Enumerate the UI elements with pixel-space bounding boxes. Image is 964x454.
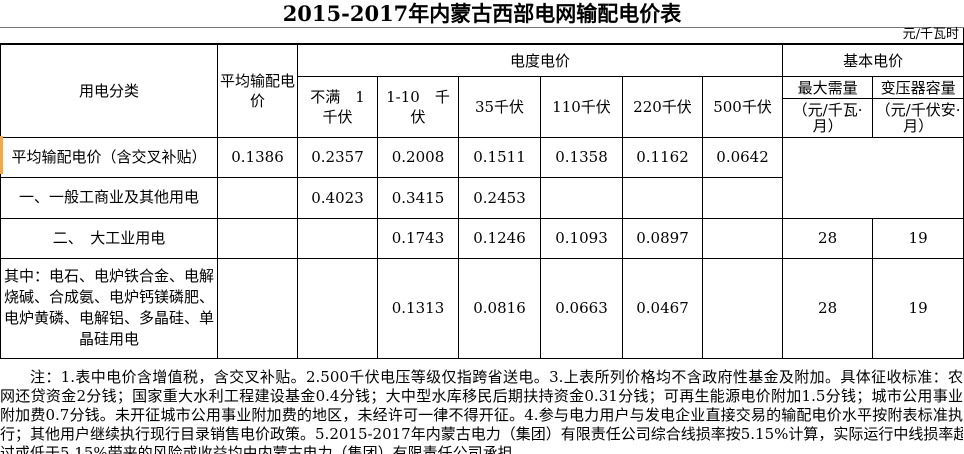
table-row: 二、 大工业用电 0.1743 0.1246 0.1093 0.0897 28 …: [0, 217, 964, 259]
price-cell: 0.2357: [297, 136, 378, 178]
table-row: 其中：电石、电炉铁合金、电解烧碱、合成氨、电炉钙镁磷肥、电炉黄磷、电解铝、多晶硅…: [0, 257, 964, 359]
price-cell: 0.2008: [377, 136, 459, 178]
header-voltage-500kv: 500千伏: [701, 75, 784, 138]
page-title: 2015-2017年内蒙古西部电网输配电价表: [0, 0, 964, 28]
capacity-cell: 19: [872, 217, 964, 259]
price-cell: 0.2453: [458, 176, 541, 219]
price-cell: 0.0642: [701, 136, 784, 178]
header-voltage-110kv: 110千伏: [540, 75, 623, 138]
notes: 注：1.表中电价含增值税，含交叉补贴。2.500千伏电压等级仅指跨省送电。3.上…: [0, 359, 964, 454]
price-cell: 0.1386: [217, 136, 298, 178]
header-basic-price: 基本电价: [782, 43, 964, 77]
price-cell: 0.4023: [297, 176, 378, 219]
capacity-cell: 19: [872, 257, 964, 359]
price-cell: 0.1511: [458, 136, 541, 178]
header-voltage-under1kv: 不满 1 千伏: [297, 75, 378, 138]
note-line: 行；其他用户继续执行现行目录销售电价政策。5.2015-2017年内蒙古电力（集…: [0, 424, 963, 443]
price-cell: [701, 176, 784, 219]
basic-price-merged-cell: [782, 136, 964, 219]
unit-note: 元/千瓦时: [902, 27, 959, 42]
price-cell: [297, 217, 378, 259]
price-cell: 0.1743: [377, 217, 459, 259]
header-voltage-220kv: 220千伏: [622, 75, 703, 138]
price-cell: [540, 176, 623, 219]
unit-note-row: 元/千瓦时: [0, 28, 964, 43]
price-cell: 0.1313: [377, 257, 459, 359]
header-energy-price: 电度电价: [296, 43, 784, 77]
price-cell: 0.0897: [622, 217, 703, 259]
header-avg-price: 平均输配电 价: [217, 43, 298, 138]
row-label: 其中：电石、电炉铁合金、电解烧碱、合成氨、电炉钙镁磷肥、电炉黄磷、电解铝、多晶硅…: [0, 257, 218, 359]
price-cell: 0.0663: [540, 257, 623, 359]
price-table: 用电分类 平均输配电 价 电度电价 基本电价 不满 1 千伏 1-10 千 伏 …: [0, 43, 964, 359]
table-row: 平均输配电价（含交叉补贴） 0.1386 0.2357 0.2008 0.151…: [0, 136, 964, 219]
price-cell: [622, 176, 703, 219]
header-transformer-capacity: 变压器容量: [872, 75, 964, 99]
header-max-demand: 最大需量: [782, 75, 874, 99]
note-line: 附加费0.7分钱。未开征城市公用事业附加费的地区，未经许可一律不得开征。4.参与…: [0, 405, 963, 424]
price-cell: [217, 176, 298, 219]
price-cell: [701, 257, 784, 359]
table-row: 一、一般工商业及其他用电 0.4023 0.3415 0.2453: [0, 176, 964, 219]
demand-cell: 28: [782, 257, 874, 359]
price-cell: [217, 217, 298, 259]
price-cell: [701, 217, 784, 259]
row-label: 一、一般工商业及其他用电: [0, 176, 218, 219]
header-transformer-capacity-unit: （元/千伏安· 月）: [872, 97, 964, 138]
header-max-demand-unit: （元/千瓦· 月）: [782, 97, 874, 138]
header-usage-category: 用电分类: [0, 43, 218, 138]
price-cell: 0.1246: [458, 217, 541, 259]
price-cell: 0.3415: [377, 176, 459, 219]
price-cell: 0.1093: [540, 217, 623, 259]
row-label: 二、 大工业用电: [0, 217, 218, 259]
note-line: 网还贷资金2分钱；国家重大水利工程建设基金0.4分钱；大中型水库移民后期扶持资金…: [0, 386, 963, 405]
price-cell: 0.1162: [622, 136, 703, 178]
price-cell: [217, 257, 298, 359]
price-cell: [297, 257, 378, 359]
price-cell: 0.0816: [458, 257, 541, 359]
note-line: 注：1.表中电价含增值税，含交叉补贴。2.500千伏电压等级仅指跨省送电。3.上…: [30, 367, 963, 386]
row-label: 平均输配电价（含交叉补贴）: [0, 136, 218, 178]
header-voltage-1-10kv: 1-10 千 伏: [377, 75, 459, 138]
demand-cell: 28: [782, 217, 874, 259]
row-highlight-strip: [0, 136, 3, 174]
header-voltage-35kv: 35千伏: [458, 75, 541, 138]
price-cell: 0.1358: [540, 136, 623, 178]
price-cell: 0.0467: [622, 257, 703, 359]
note-line: 过或低于5.15%带来的风险或收益均由内蒙古电力（集团）有限责任公司承担。: [0, 443, 528, 454]
